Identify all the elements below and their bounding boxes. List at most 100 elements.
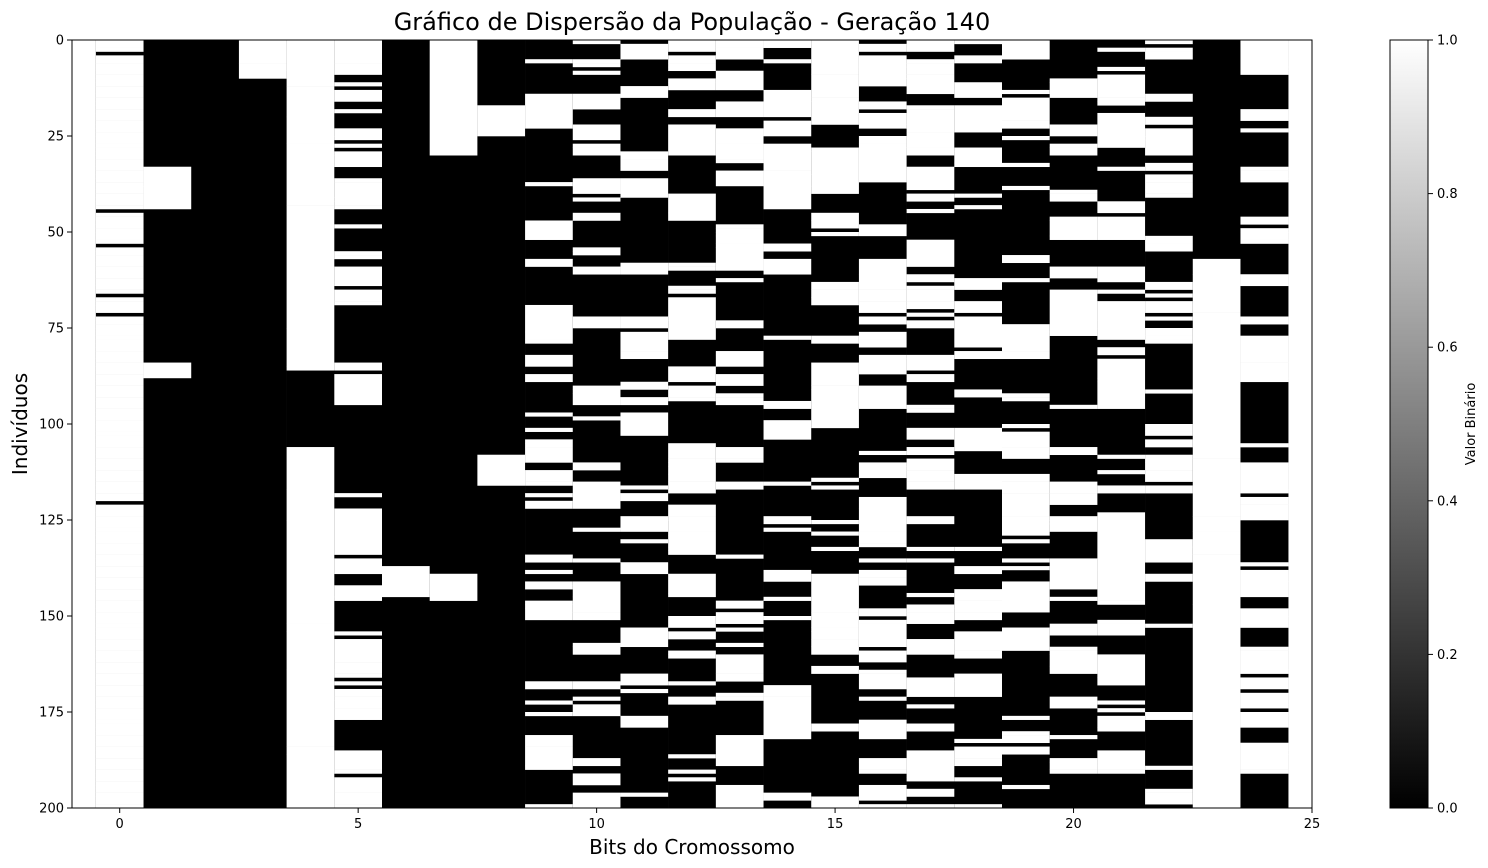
cell-bit21-row2 <box>1097 47 1146 52</box>
cell-bit0-row181 <box>95 735 144 740</box>
cell-bit17-row28 <box>906 147 955 156</box>
cell-bit0-row68 <box>95 301 144 306</box>
cell-bit5-row30 <box>334 155 383 168</box>
cell-bit20-row27 <box>1049 143 1098 148</box>
cell-bit19-row32 <box>1002 162 1050 168</box>
cell-bit4-row43 <box>286 205 335 329</box>
cell-bit17-row7 <box>906 66 955 75</box>
cell-bit14-row115 <box>763 481 812 486</box>
cell-bit16-row140 <box>858 577 907 586</box>
cell-bit21-row73 <box>1097 320 1146 329</box>
cell-bit12-row115 <box>668 481 717 490</box>
cell-bit5-row0 <box>334 40 383 64</box>
cell-bit1-row38 <box>143 185 192 210</box>
cell-bit21-row10 <box>1097 78 1146 98</box>
cell-bit19-row118 <box>1002 493 1050 502</box>
cell-bit12-row59 <box>668 266 717 271</box>
cell-bit14-row5 <box>763 59 812 64</box>
cell-bit0-row21 <box>95 120 144 125</box>
cell-bit0-row178 <box>95 723 144 728</box>
cell-bit17-row22 <box>906 124 955 129</box>
cell-bit0-row193 <box>95 781 144 786</box>
cell-bit0-row43 <box>95 205 144 210</box>
cell-bit12-row186 <box>668 754 717 759</box>
cell-bit0-row132 <box>95 546 144 552</box>
cell-bit21-row161 <box>1097 658 1146 678</box>
cell-bit21-row185 <box>1097 750 1146 763</box>
cell-bit13-row34 <box>715 170 764 187</box>
cell-bit24-row1 <box>1240 43 1289 68</box>
cell-bit12-row192 <box>668 777 717 782</box>
cell-bit22-row20 <box>1145 116 1194 125</box>
cell-bit16-row90 <box>858 385 907 406</box>
cell-bit9-row37 <box>525 182 574 187</box>
cell-bit10-row115 <box>572 481 621 509</box>
cell-bit9-row138 <box>525 569 574 575</box>
cell-bit18-row101 <box>954 427 1003 452</box>
cell-bit21-row188 <box>1097 761 1146 767</box>
cell-bit12-row93 <box>668 397 717 402</box>
cell-bit12-row190 <box>668 769 717 774</box>
cell-bit16-row72 <box>858 316 907 325</box>
cell-bit0-row100 <box>95 424 144 429</box>
cell-bit11-row93 <box>620 397 669 406</box>
cell-bit11-row33 <box>620 166 669 171</box>
cell-bit10-row45 <box>572 212 621 221</box>
cell-bit0-row159 <box>95 650 144 655</box>
cell-bit0-row118 <box>95 493 144 498</box>
cell-bit11-row89 <box>620 381 669 390</box>
cell-bit17-row44 <box>906 208 955 214</box>
cell-bit0-row38 <box>95 185 144 191</box>
cell-bit7-row0 <box>429 40 478 156</box>
cell-bit16-row131 <box>858 543 907 548</box>
cell-bit21-row189 <box>1097 765 1146 770</box>
cell-bit12-row159 <box>668 650 717 655</box>
cell-bit17-row0 <box>906 40 955 45</box>
cell-bit0-row82 <box>95 354 144 360</box>
y-tick-label: 100 <box>39 418 64 433</box>
cell-bit0-row149 <box>95 612 144 617</box>
cell-bit15-row158 <box>811 646 860 655</box>
cell-bit12-row125 <box>668 520 717 532</box>
cell-bit21-row154 <box>1097 631 1146 636</box>
cell-bit20-row124 <box>1049 516 1098 521</box>
cell-bit9-row106 <box>525 447 574 463</box>
cell-bit9-row97 <box>525 412 574 417</box>
cell-bit0-row119 <box>95 496 144 502</box>
cell-bit12-row67 <box>668 297 717 317</box>
cell-bit12-row144 <box>668 592 717 598</box>
cell-bit19-row15 <box>1002 97 1050 121</box>
cell-bit19-row13 <box>1002 89 1050 95</box>
cell-bit9-row105 <box>525 443 574 448</box>
cell-bit20-row115 <box>1049 481 1098 494</box>
cell-bit22-row39 <box>1145 189 1194 194</box>
cell-bit21-row166 <box>1097 677 1146 686</box>
cell-bit20-row95 <box>1049 404 1098 409</box>
cell-bit0-row126 <box>95 523 144 528</box>
cell-bit5-row167 <box>334 681 383 686</box>
cell-bit13-row4 <box>715 55 764 60</box>
cell-bit20-row135 <box>1049 558 1098 590</box>
cell-bit20-row59 <box>1049 266 1098 279</box>
cell-bit16-row57 <box>858 258 907 275</box>
cell-bit13-row53 <box>715 243 764 248</box>
cell-bit0-row15 <box>95 97 144 102</box>
cell-bit15-row154 <box>811 631 860 640</box>
cell-bit16-row122 <box>858 508 907 521</box>
colorbar-tick-label: 0.6 <box>1437 341 1458 356</box>
cell-bit24-row0 <box>1240 40 1289 45</box>
cell-bit13-row157 <box>715 642 764 648</box>
cell-bit12-row7 <box>668 66 717 72</box>
cell-bit1-row84 <box>143 362 192 379</box>
cell-bit16-row68 <box>858 301 907 313</box>
cell-bit0-row31 <box>95 159 144 164</box>
cell-bit0-row198 <box>95 800 144 805</box>
cell-bit13-row170 <box>715 692 764 697</box>
cell-bit15-row139 <box>811 573 860 613</box>
cell-bit8-row17 <box>477 105 526 137</box>
cell-bit13-row48 <box>715 224 764 229</box>
cell-bit13-row115 <box>715 481 764 490</box>
cell-bit19-row113 <box>1002 473 1050 482</box>
cell-bit13-row50 <box>715 232 764 237</box>
cell-bit22-row26 <box>1145 139 1194 156</box>
